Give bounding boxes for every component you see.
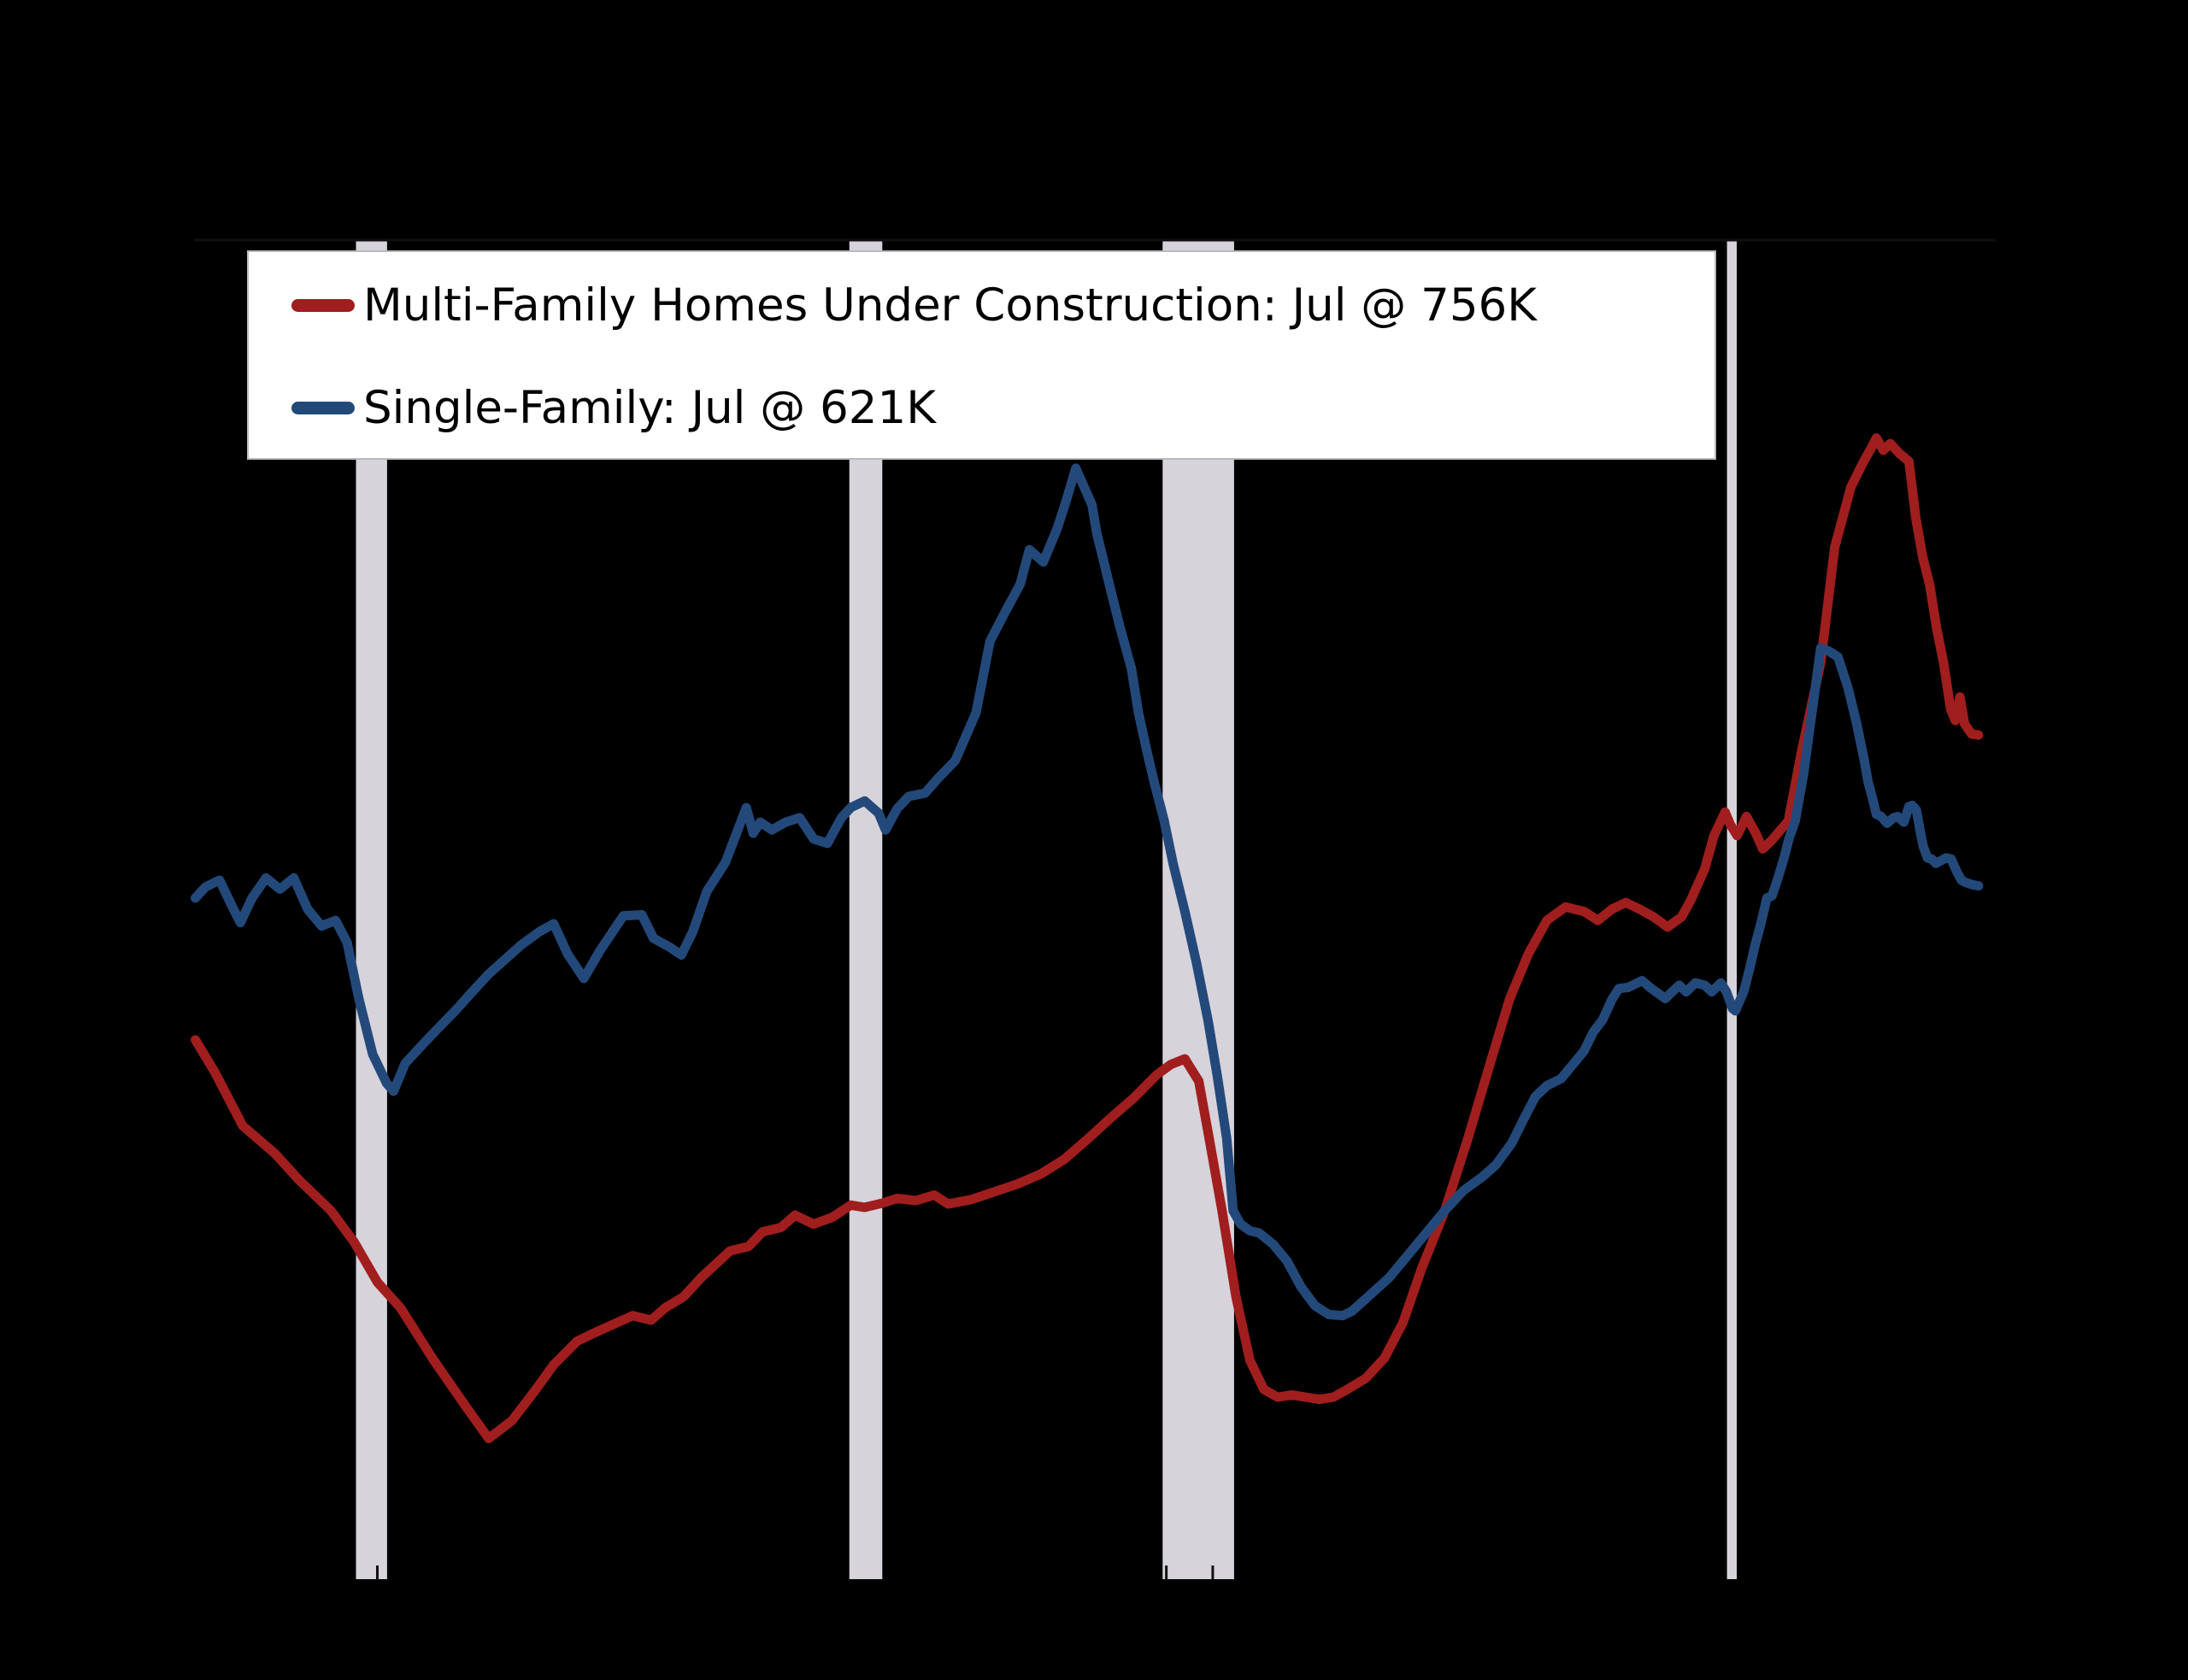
x-axis-ticks: [375, 1565, 1215, 1580]
recession-band: [1726, 239, 1737, 1579]
recession-band: [1162, 239, 1234, 1579]
legend-box: Multi-Family Homes Under Construction: J…: [247, 250, 1716, 460]
data-series-lines: [191, 433, 1984, 1443]
recession-band: [849, 239, 883, 1579]
multi-family-line-swatch: [291, 298, 355, 312]
single-family-line: [191, 463, 1984, 1321]
legend-entry-single-family: Single-Family: Jul @ 621K: [249, 356, 1715, 459]
legend-label-multi-family: Multi-Family Homes Under Construction: J…: [363, 279, 1538, 332]
multi-family-line: [191, 433, 1984, 1443]
recession-band: [356, 239, 387, 1579]
legend-entry-multi-family: Multi-Family Homes Under Construction: J…: [249, 254, 1715, 356]
single-family-line-swatch: [291, 401, 355, 414]
legend-label-single-family: Single-Family: Jul @ 621K: [363, 381, 937, 434]
recession-bands: [356, 239, 1737, 1579]
